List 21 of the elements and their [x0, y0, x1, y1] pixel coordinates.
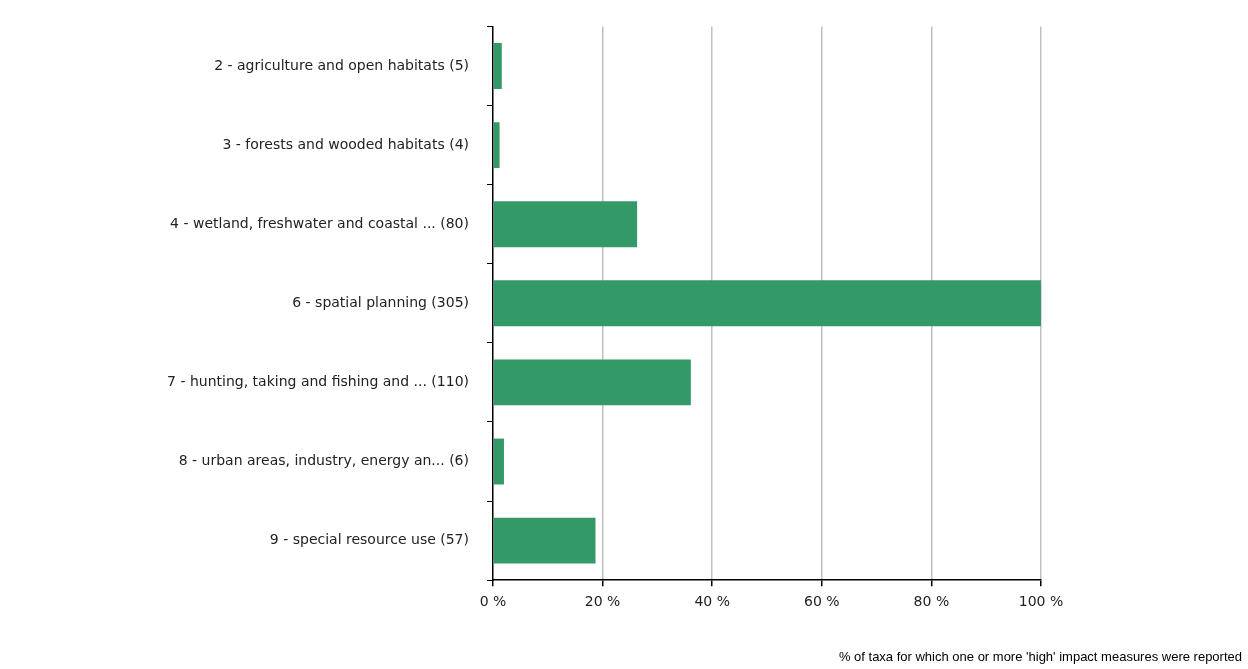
bar: [493, 201, 638, 248]
bar: [493, 517, 596, 564]
x-tick-label: 100 %: [1018, 593, 1064, 610]
y-tick-label: 6 - spatial planning (305): [292, 293, 469, 310]
x-tick-label: 20 %: [584, 593, 621, 610]
x-tick-label: 0 %: [479, 593, 507, 610]
y-tick-label: 8 - urban areas, industry, energy an... (6): [178, 452, 469, 469]
y-tick-label: 4 - wetland, freshwater and coastal ... (80): [170, 214, 469, 231]
bar: [493, 122, 500, 169]
y-tick-label: 3 - forests and wooded habitats (4): [222, 135, 469, 152]
y-tick-label: 7 - hunting, taking and fishing and ... (110): [167, 373, 469, 390]
bar: [493, 43, 502, 89]
bar: [493, 280, 1041, 327]
bar: [493, 438, 504, 485]
y-tick-label: 9 - special resource use (57): [269, 531, 469, 548]
y-tick-label: 2 - agriculture and open habitats (5): [214, 56, 469, 73]
x-tick-label: 80 %: [913, 593, 950, 610]
x-tick-label: 60 %: [804, 593, 840, 610]
x-tick-label: 40 %: [694, 593, 730, 610]
x-axis-title: % of taxa for which one or more 'high' impact measures were reported: [838, 649, 1242, 665]
bar: [493, 359, 691, 406]
